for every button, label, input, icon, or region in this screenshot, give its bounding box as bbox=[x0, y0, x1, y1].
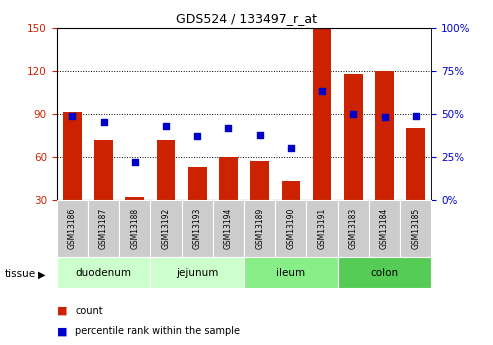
Bar bbox=[219, 157, 238, 243]
Text: GSM13191: GSM13191 bbox=[317, 208, 326, 249]
Bar bbox=[275, 200, 307, 257]
Bar bbox=[344, 73, 363, 243]
Text: GSM13186: GSM13186 bbox=[68, 208, 77, 249]
Point bbox=[69, 113, 76, 118]
Text: duodenum: duodenum bbox=[75, 268, 132, 277]
Text: GSM13192: GSM13192 bbox=[162, 208, 171, 249]
Text: GSM13193: GSM13193 bbox=[193, 208, 202, 249]
Text: GSM13184: GSM13184 bbox=[380, 208, 389, 249]
Bar bbox=[181, 200, 213, 257]
Text: GSM13185: GSM13185 bbox=[411, 208, 420, 249]
Bar bbox=[94, 140, 113, 243]
Bar bbox=[188, 167, 207, 243]
Bar bbox=[282, 181, 300, 243]
Text: GDS524 / 133497_r_at: GDS524 / 133497_r_at bbox=[176, 12, 317, 25]
Bar bbox=[157, 140, 176, 243]
Bar bbox=[244, 257, 338, 288]
Bar bbox=[406, 128, 425, 243]
Text: ▶: ▶ bbox=[38, 269, 46, 279]
Text: count: count bbox=[75, 306, 103, 315]
Bar bbox=[307, 200, 338, 257]
Text: ■: ■ bbox=[57, 306, 67, 315]
Bar bbox=[338, 200, 369, 257]
Bar bbox=[119, 200, 150, 257]
Text: GSM13187: GSM13187 bbox=[99, 208, 108, 249]
Text: GSM13188: GSM13188 bbox=[130, 208, 139, 249]
Text: GSM13183: GSM13183 bbox=[349, 208, 358, 249]
Bar bbox=[213, 200, 244, 257]
Bar bbox=[375, 71, 394, 243]
Text: GSM13194: GSM13194 bbox=[224, 208, 233, 249]
Bar bbox=[400, 200, 431, 257]
Bar bbox=[244, 200, 275, 257]
Bar bbox=[150, 200, 181, 257]
Text: GSM13189: GSM13189 bbox=[255, 208, 264, 249]
Point bbox=[287, 146, 295, 151]
Point bbox=[381, 115, 388, 120]
Text: colon: colon bbox=[370, 268, 399, 277]
Text: GSM13190: GSM13190 bbox=[286, 208, 295, 249]
Point bbox=[256, 132, 264, 137]
Point bbox=[350, 111, 357, 117]
Point bbox=[224, 125, 232, 130]
Text: ■: ■ bbox=[57, 326, 67, 336]
Bar bbox=[57, 257, 150, 288]
Point bbox=[131, 159, 139, 165]
Text: tissue: tissue bbox=[5, 269, 36, 279]
Point bbox=[318, 89, 326, 94]
Bar bbox=[63, 112, 82, 243]
Bar bbox=[313, 28, 331, 243]
Point bbox=[162, 123, 170, 129]
Text: percentile rank within the sample: percentile rank within the sample bbox=[75, 326, 241, 336]
Point bbox=[412, 113, 420, 118]
Text: jejunum: jejunum bbox=[176, 268, 218, 277]
Bar bbox=[250, 161, 269, 243]
Bar bbox=[150, 257, 244, 288]
Point bbox=[100, 120, 107, 125]
Bar bbox=[57, 200, 88, 257]
Point bbox=[193, 134, 201, 139]
Bar bbox=[125, 197, 144, 243]
Text: ileum: ileum bbox=[276, 268, 306, 277]
Bar bbox=[88, 200, 119, 257]
Bar bbox=[338, 257, 431, 288]
Bar bbox=[369, 200, 400, 257]
